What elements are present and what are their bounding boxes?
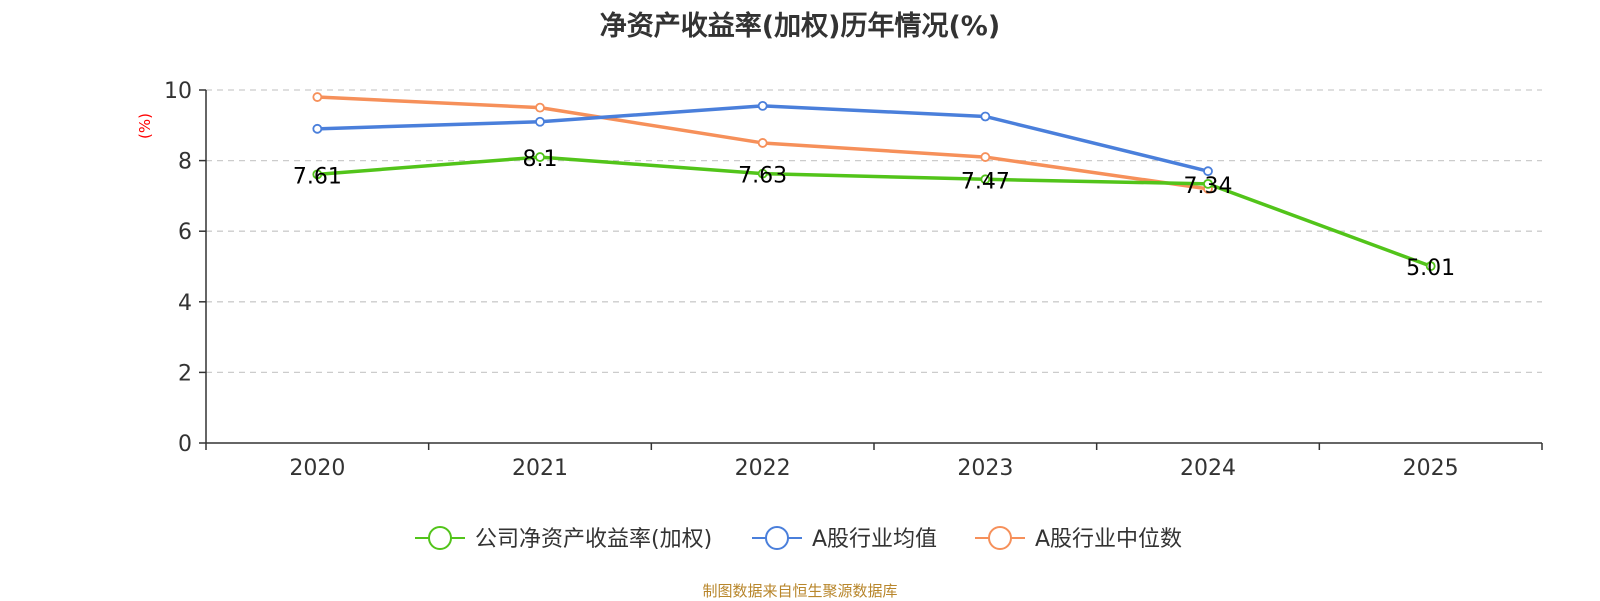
legend-layer: 公司净资产收益率(加权) A股行业均值 A股行业中位数	[415, 526, 1182, 552]
data-point	[1425, 261, 1436, 272]
legend-marker	[988, 526, 1012, 550]
source-note: 制图数据来自恒生聚源数据库	[702, 582, 898, 600]
legend-marker	[765, 526, 789, 550]
data-label: 7.34	[1184, 174, 1233, 199]
data-label: 7.61	[293, 164, 342, 189]
data-point	[1203, 166, 1213, 177]
data-point	[535, 152, 545, 162]
data-point	[535, 102, 545, 113]
legend-marker	[428, 526, 452, 550]
data-label: 5.01	[1406, 256, 1455, 281]
legend-label: A股行业中位数	[1035, 527, 1182, 552]
data-point	[980, 174, 991, 185]
data-point	[312, 123, 323, 134]
x-tick-label: 2023	[957, 456, 1013, 481]
chart-title: 净资产收益率(加权)历年情况(%)	[599, 11, 1001, 42]
series-layer	[312, 92, 1436, 272]
y-tick-label: 2	[178, 361, 192, 386]
data-point	[980, 111, 991, 122]
x-tick-label: 2021	[512, 456, 568, 481]
y-tick-label: 10	[164, 79, 192, 104]
data-point	[312, 169, 323, 180]
legend-label: 公司净资产收益率(加权)	[475, 527, 712, 552]
y-tick-label: 8	[178, 150, 192, 175]
data-point	[757, 168, 768, 179]
x-tick-label: 2025	[1403, 456, 1459, 481]
x-tick-label: 2020	[289, 456, 345, 481]
data-point	[980, 152, 991, 162]
data-point	[757, 138, 768, 148]
x-tick-label: 2024	[1180, 456, 1236, 481]
data-label: 8.1	[523, 147, 558, 172]
data-point	[1203, 178, 1213, 189]
y-tick-label: 0	[178, 432, 192, 457]
series-line	[315, 155, 1433, 268]
label-layer: 7.61 8.1 7.63 7.47 7.34 5.01	[293, 147, 1455, 281]
data-label: 7.47	[961, 169, 1010, 194]
data-point	[312, 92, 323, 102]
y-tick-label: 4	[178, 291, 192, 316]
legend-label: A股行业均值	[812, 527, 937, 552]
y-tick-label: 6	[178, 220, 192, 245]
x-tick-label: 2022	[735, 456, 791, 481]
data-label: 7.63	[738, 164, 787, 189]
grid-layer	[206, 89, 1542, 374]
data-point	[535, 116, 545, 127]
data-point	[757, 100, 768, 111]
axis-layer: 0 2 4 6 8 10 (%) 2020 2021 2022 2023 2024 2025	[136, 79, 1543, 481]
y-axis-title: (%)	[136, 113, 154, 139]
